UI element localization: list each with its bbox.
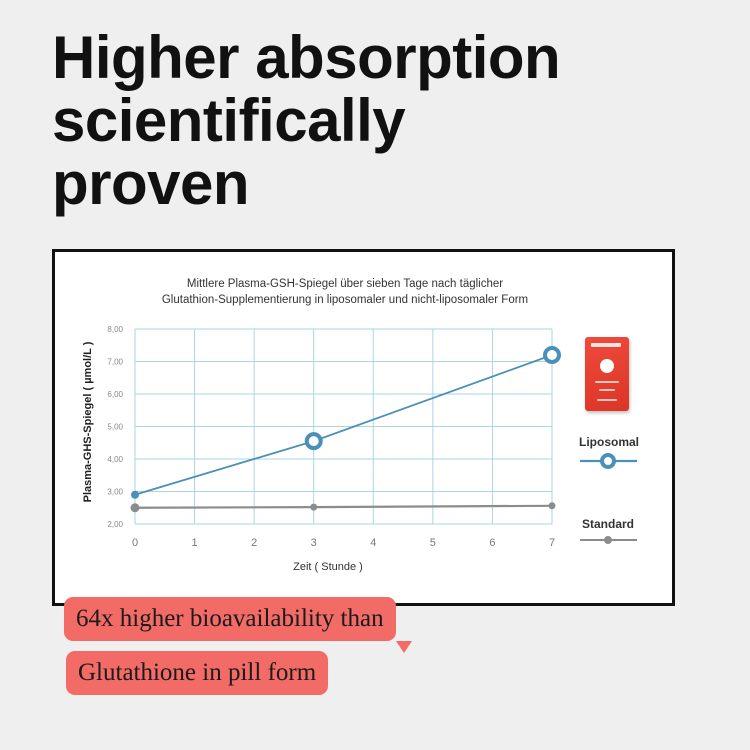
- x-tick-label: 2: [251, 537, 257, 549]
- series-line-standard: [134, 504, 553, 509]
- headline-line-2: scientifically: [52, 87, 406, 154]
- y-tick-label: 3,00: [107, 488, 123, 497]
- chart-series: [130, 346, 561, 513]
- pack-text-line: [595, 381, 619, 383]
- y-tick-label: 7,00: [107, 358, 123, 367]
- x-axis-label: Zeit ( Stunde ): [293, 561, 363, 573]
- pack-text-line: [597, 399, 617, 401]
- y-tick-label: 8,00: [107, 325, 123, 334]
- chart-svg: Mittlere Plasma-GSH-Spiegel über sieben …: [82, 278, 637, 573]
- data-point-standard: [548, 502, 556, 510]
- legend-marker-liposomal: [600, 453, 616, 469]
- y-tick-label: 6,00: [107, 390, 123, 399]
- chart-legend: [580, 453, 637, 544]
- headline-line-3: proven: [52, 150, 250, 217]
- series-line-liposomal: [134, 354, 553, 496]
- chart-grid: [134, 328, 553, 525]
- data-point-standard: [130, 503, 140, 513]
- pack-text-line: [599, 389, 615, 391]
- chart-ticks: 0 1 2 3 4 5 6 7 2,00 3,00 4,00 5,00 6,00 7,00 8,00: [107, 325, 555, 549]
- x-tick-label: 7: [549, 537, 555, 549]
- x-tick-label: 3: [311, 537, 317, 549]
- callout-bioavailability: 64x higher bioavailability than: [64, 597, 396, 641]
- product-pack-image: [585, 337, 629, 411]
- headline: Higher absorption scientifically proven: [52, 26, 712, 215]
- pack-brand-mark: [591, 343, 621, 347]
- data-point-liposomal: [543, 346, 561, 364]
- x-tick-label: 1: [192, 537, 198, 549]
- legend-marker-standard: [604, 536, 612, 544]
- y-tick-label: 5,00: [107, 423, 123, 432]
- data-point-liposomal: [131, 490, 139, 499]
- headline-line-1: Higher absorption: [52, 24, 561, 91]
- legend-label-liposomal: Liposomal: [579, 435, 640, 449]
- x-tick-label: 5: [430, 537, 436, 549]
- legend-label-standard: Standard: [582, 517, 635, 531]
- chart-title-line-2: Glutathion-Supplementierung in liposomal…: [162, 294, 528, 306]
- x-tick-label: 4: [370, 537, 376, 549]
- y-tick-label: 4,00: [107, 455, 123, 464]
- chart-card: Mittlere Plasma-GSH-Spiegel über sieben …: [52, 249, 675, 606]
- pack-seal-icon: [600, 359, 614, 373]
- data-point-standard: [310, 503, 318, 511]
- y-tick-label: 2,00: [107, 520, 123, 529]
- chart-title-line-1: Mittlere Plasma-GSH-Spiegel über sieben …: [187, 278, 503, 290]
- x-tick-label: 0: [132, 537, 138, 549]
- y-axis-label: Plasma-GHS-Spiegel ( µmol/L ): [82, 341, 94, 502]
- x-tick-label: 6: [489, 537, 495, 549]
- callout-tail: [396, 641, 412, 653]
- callout-pill-form: Glutathione in pill form: [66, 651, 329, 695]
- data-point-liposomal: [304, 432, 323, 451]
